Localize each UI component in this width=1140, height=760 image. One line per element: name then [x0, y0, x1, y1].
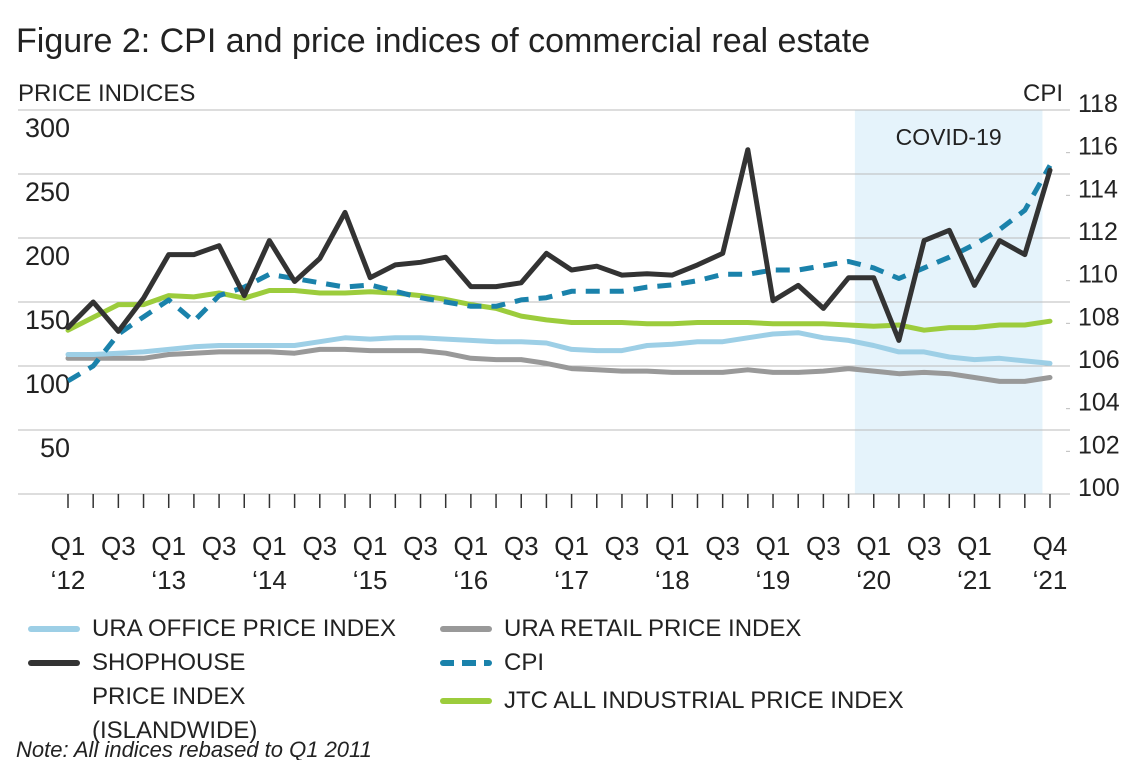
x-tick-label: Q1 ‘21: [957, 531, 992, 595]
y2-tick-label: 100: [1078, 474, 1120, 502]
series-line: [65, 346, 1053, 384]
x-tick-label: Q1 ‘19: [756, 531, 791, 595]
x-tick-label: Q1 ‘20: [856, 531, 891, 595]
x-tick-label: Q3: [605, 531, 640, 561]
y-tick-label: 150: [25, 305, 70, 335]
series-line: [65, 288, 1053, 333]
y2-tick-label: 106: [1078, 346, 1120, 374]
y2-tick-label: 114: [1078, 175, 1118, 203]
y2-tick-label: 116: [1078, 133, 1118, 161]
x-tick-label: Q3: [403, 531, 438, 561]
y-tick-label: 200: [25, 241, 70, 271]
series-line: [65, 147, 1053, 343]
y2-tick-label: 104: [1078, 389, 1120, 417]
y2-tick-label: 110: [1078, 261, 1118, 289]
x-tick-label: Q1 ‘18: [655, 531, 690, 595]
legend-label: URA OFFICE PRICE INDEX: [92, 615, 397, 642]
chart-title: Figure 2: CPI and price indices of comme…: [16, 22, 870, 60]
x-tick-label: Q3: [302, 531, 337, 561]
y2-tick-label: 118: [1078, 90, 1118, 118]
x-tick-label: Q3: [101, 531, 136, 561]
legend-swatch: [440, 698, 492, 704]
x-tick-label: Q3: [907, 531, 942, 561]
x-tick-label: Q1 ‘12: [51, 531, 86, 595]
x-tick-label: Q1 ‘17: [554, 531, 589, 595]
legend-swatch: [440, 660, 492, 666]
y2-tick-label: 108: [1078, 303, 1120, 331]
y-tick-label: 100: [25, 369, 70, 399]
legend-swatch: [440, 626, 492, 632]
x-tick-label: Q3: [705, 531, 740, 561]
legend-item: SHOPHOUSE PRICE INDEX (ISLANDWIDE): [28, 646, 318, 748]
x-tick-label: Q3: [202, 531, 237, 561]
series-line: [65, 330, 1053, 366]
x-tick-label: Q1 ‘14: [252, 531, 287, 595]
legend-item: JTC ALL INDUSTRIAL PRICE INDEX: [440, 684, 1040, 718]
legend-swatch: [28, 660, 80, 666]
y2-tick-label: 112: [1078, 218, 1118, 246]
annotation-label: COVID-19: [896, 124, 1002, 150]
x-tick-label: Q4 ‘21: [1033, 531, 1068, 595]
x-tick-label: Q1 ‘13: [151, 531, 186, 595]
x-tick-label: Q1 ‘15: [353, 531, 388, 595]
legend-item: CPI: [440, 646, 840, 680]
legend-item: URA OFFICE PRICE INDEX: [28, 612, 428, 646]
legend-item: URA RETAIL PRICE INDEX: [440, 612, 840, 646]
y2-tick-label: 102: [1078, 431, 1120, 459]
legend-swatch: [28, 626, 80, 632]
y-axis-label: PRICE INDICES: [18, 80, 195, 107]
x-tick-label: Q3: [504, 531, 539, 561]
x-tick-label: Q1 ‘16: [454, 531, 489, 595]
y-tick-label: 300: [25, 113, 70, 143]
y-tick-label: 250: [25, 177, 70, 207]
legend-label: URA RETAIL PRICE INDEX: [504, 615, 802, 642]
y-tick-label: 50: [40, 433, 70, 463]
legend-label: CPI: [504, 649, 545, 676]
legend-label: JTC ALL INDUSTRIAL PRICE INDEX: [504, 687, 904, 714]
x-tick-label: Q3: [806, 531, 841, 561]
legend-label: SHOPHOUSE PRICE INDEX (ISLANDWIDE): [92, 649, 258, 744]
note: Note: All indices rebased to Q1 2011: [16, 737, 372, 760]
y2-axis-label: CPI: [1023, 80, 1063, 107]
